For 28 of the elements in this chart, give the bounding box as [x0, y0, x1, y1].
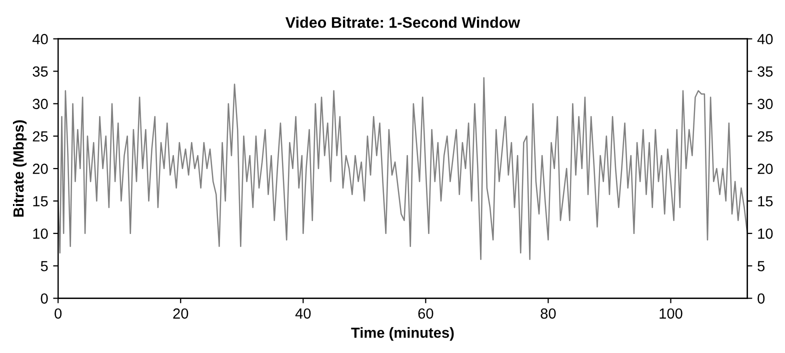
y-tick-label: 40	[32, 34, 48, 44]
y-tick-label: 20	[32, 164, 48, 174]
y2-tick-label: 30	[758, 98, 773, 110]
y-tick-label: 25	[32, 131, 48, 142]
y-axis-title: Bitrate (Mbps)	[13, 120, 27, 217]
line-series	[58, 77, 748, 260]
x-tick-label: 100	[660, 308, 682, 319]
y-tick-label: 30	[32, 98, 48, 110]
x-tick-label: 60	[418, 308, 434, 319]
y2-tick-label: 25	[758, 131, 773, 142]
y-tick-label: 0	[40, 293, 48, 304]
y2-tick-label: 40	[757, 34, 773, 44]
x-tick-label: 80	[540, 308, 556, 319]
y2-tick-label: 35	[758, 66, 773, 77]
chart-title: Video Bitrate: 1-Second Window	[285, 16, 520, 28]
y2-tick-label: 0	[758, 293, 765, 304]
y-tick-label: 10	[33, 228, 48, 239]
y-tick-label: 15	[33, 196, 48, 206]
y2-tick-label: 5	[758, 261, 765, 272]
x-tick-label: 0	[54, 308, 62, 319]
y-tick-label: 35	[32, 66, 48, 77]
x-axis-title: Time (minutes)	[351, 327, 454, 341]
y2-tick-label: 10	[758, 228, 773, 239]
x-tick-label: 40	[295, 308, 311, 319]
y2-tick-label: 15	[758, 196, 773, 206]
x-tick-label: 20	[173, 308, 188, 319]
y-tick-label: 5	[40, 261, 48, 272]
y2-tick-label: 20	[758, 164, 773, 174]
